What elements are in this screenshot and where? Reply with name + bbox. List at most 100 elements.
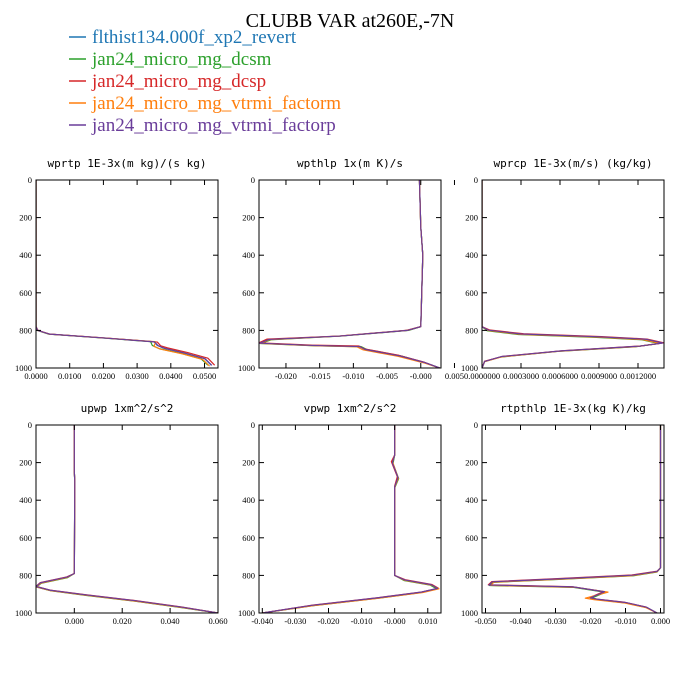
series-line [36, 425, 218, 613]
y-tick-label: 200 [19, 458, 32, 468]
series-line [487, 425, 662, 613]
chart-panel: vpwp 1xm^2/s^2 0 200 400 600 800 1000-0.040 -0.… [238, 402, 442, 626]
legend-entry: jan24_micro_mg_vtrmi_factorp [69, 115, 336, 136]
x-tick-label: -0.000 [384, 616, 406, 626]
x-tick-label: -0.015 [309, 371, 331, 381]
x-tick-label: 0.0300 [125, 371, 148, 381]
y-tick-label: 1000 [238, 608, 255, 618]
series-line [36, 180, 209, 366]
chart-panel: rtpthlp 1E-3x(kg K)/kg02004006008001000-… [461, 402, 670, 626]
series-group [259, 180, 440, 368]
x-tick-label: 0.020 [113, 616, 132, 626]
x-tick-label: 0.000 [651, 616, 670, 626]
series-group [36, 180, 216, 367]
x-tick-label: 0.060 [208, 616, 227, 626]
y-tick-label: 800 [242, 325, 255, 335]
series-line [36, 425, 218, 613]
x-tick-label: 0.0000 [24, 371, 47, 381]
chart-panel: wpthlp 1x(m K)/s 0 200 400 600 800 1000 -0.020 -… [238, 157, 464, 381]
series-line [36, 425, 218, 613]
series-line [262, 425, 439, 613]
series-group [487, 425, 662, 613]
series-group [36, 425, 218, 613]
y-tick-label: 400 [19, 250, 32, 260]
series-line [259, 180, 440, 368]
series-line [488, 425, 662, 613]
x-tick-label: -0.040 [251, 616, 273, 626]
series-line [262, 425, 438, 613]
series-line [482, 180, 664, 368]
x-tick-label: 0.0500 [193, 371, 216, 381]
panel-title: wprcp 1E-3x(m/s) (kg/kg) [494, 157, 653, 170]
plot-frame [481, 179, 665, 369]
x-tick-label: -0.010 [615, 616, 637, 626]
x-tick-label: -0.005 [376, 371, 398, 381]
x-tick-label: 0.0200 [92, 371, 115, 381]
x-tick-label: 0.0000000 [464, 371, 500, 381]
y-tick-label: 400 [465, 250, 478, 260]
plot-frame [35, 424, 219, 614]
chart-panel: wprcp 1E-3x(m/s) (kg/kg) 0 200 400 600 800 100… [461, 157, 665, 381]
series-line [262, 425, 439, 613]
x-tick-label: -0.020 [275, 371, 297, 381]
series-line [36, 180, 210, 367]
series-line [36, 180, 213, 366]
legend-label: jan24_micro_mg_vtrmi_factorp [91, 115, 336, 136]
y-tick-label: 600 [242, 288, 255, 298]
y-tick-label: 800 [242, 570, 255, 580]
series-line [482, 180, 660, 368]
legend-label: jan24_micro_mg_vtrmi_factorm [91, 93, 341, 114]
y-tick-label: 800 [465, 570, 478, 580]
panel-title: upwp 1xm^2/s^2 [81, 402, 174, 415]
plot-frame [35, 179, 219, 369]
y-tick-label: 1000 [238, 363, 255, 373]
legend-entry: jan24_micro_mg_vtrmi_factorm [69, 93, 341, 114]
y-tick-label: 200 [19, 213, 32, 223]
x-tick-label: -0.010 [342, 371, 364, 381]
series-line [259, 180, 440, 368]
series-line [259, 180, 440, 368]
series-line [259, 180, 440, 368]
y-tick-label: 0 [474, 175, 478, 185]
y-tick-label: 0 [251, 420, 255, 430]
panel-title: wpthlp 1x(m K)/s [297, 157, 403, 170]
x-tick-label: -0.030 [284, 616, 306, 626]
panel-title: vpwp 1xm^2/s^2 [304, 402, 397, 415]
y-tick-label: 1000 [15, 363, 32, 373]
y-tick-label: 800 [19, 570, 32, 580]
series-line [36, 180, 216, 366]
legend: flthist134.000f_xp2_revertjan24_micro_mg… [69, 27, 341, 136]
y-tick-label: 600 [465, 288, 478, 298]
y-tick-label: 600 [242, 533, 255, 543]
y-tick-label: 600 [19, 288, 32, 298]
y-tick-label: 0 [474, 420, 478, 430]
series-line [262, 425, 440, 613]
x-tick-label: -0.000 [410, 371, 432, 381]
x-tick-label: -0.020 [580, 616, 602, 626]
panel-title: rtpthlp 1E-3x(kg K)/kg [500, 402, 646, 415]
y-tick-label: 400 [19, 495, 32, 505]
x-tick-label: 0.0006000 [542, 371, 578, 381]
legend-label: jan24_micro_mg_dcsm [91, 49, 272, 70]
y-tick-label: 200 [465, 213, 478, 223]
x-tick-label: 0.010 [418, 616, 437, 626]
y-tick-label: 600 [19, 533, 32, 543]
plot-frame [481, 424, 665, 614]
x-tick-label: -0.040 [510, 616, 532, 626]
figure-title: CLUBB VAR at260E,-7N [246, 10, 455, 32]
y-tick-label: 200 [242, 458, 255, 468]
panel-title: wprtp 1E-3x(m kg)/(s kg) [48, 157, 207, 170]
x-tick-label: -0.030 [545, 616, 567, 626]
x-tick-label: 0.0009000 [581, 371, 617, 381]
x-tick-label: -0.020 [318, 616, 340, 626]
x-tick-label: 0.0100 [58, 371, 81, 381]
y-tick-label: 0 [28, 175, 32, 185]
y-tick-label: 1000 [461, 363, 478, 373]
x-tick-label: -0.010 [351, 616, 373, 626]
chart-panel: wprtp 1E-3x(m kg)/(s kg) 0 200 400 600 800 100… [15, 157, 219, 381]
plot-frame [258, 424, 442, 614]
x-tick-label: 0.005 [445, 371, 464, 381]
series-group [262, 425, 440, 613]
legend-entry: jan24_micro_mg_dcsp [69, 71, 266, 92]
